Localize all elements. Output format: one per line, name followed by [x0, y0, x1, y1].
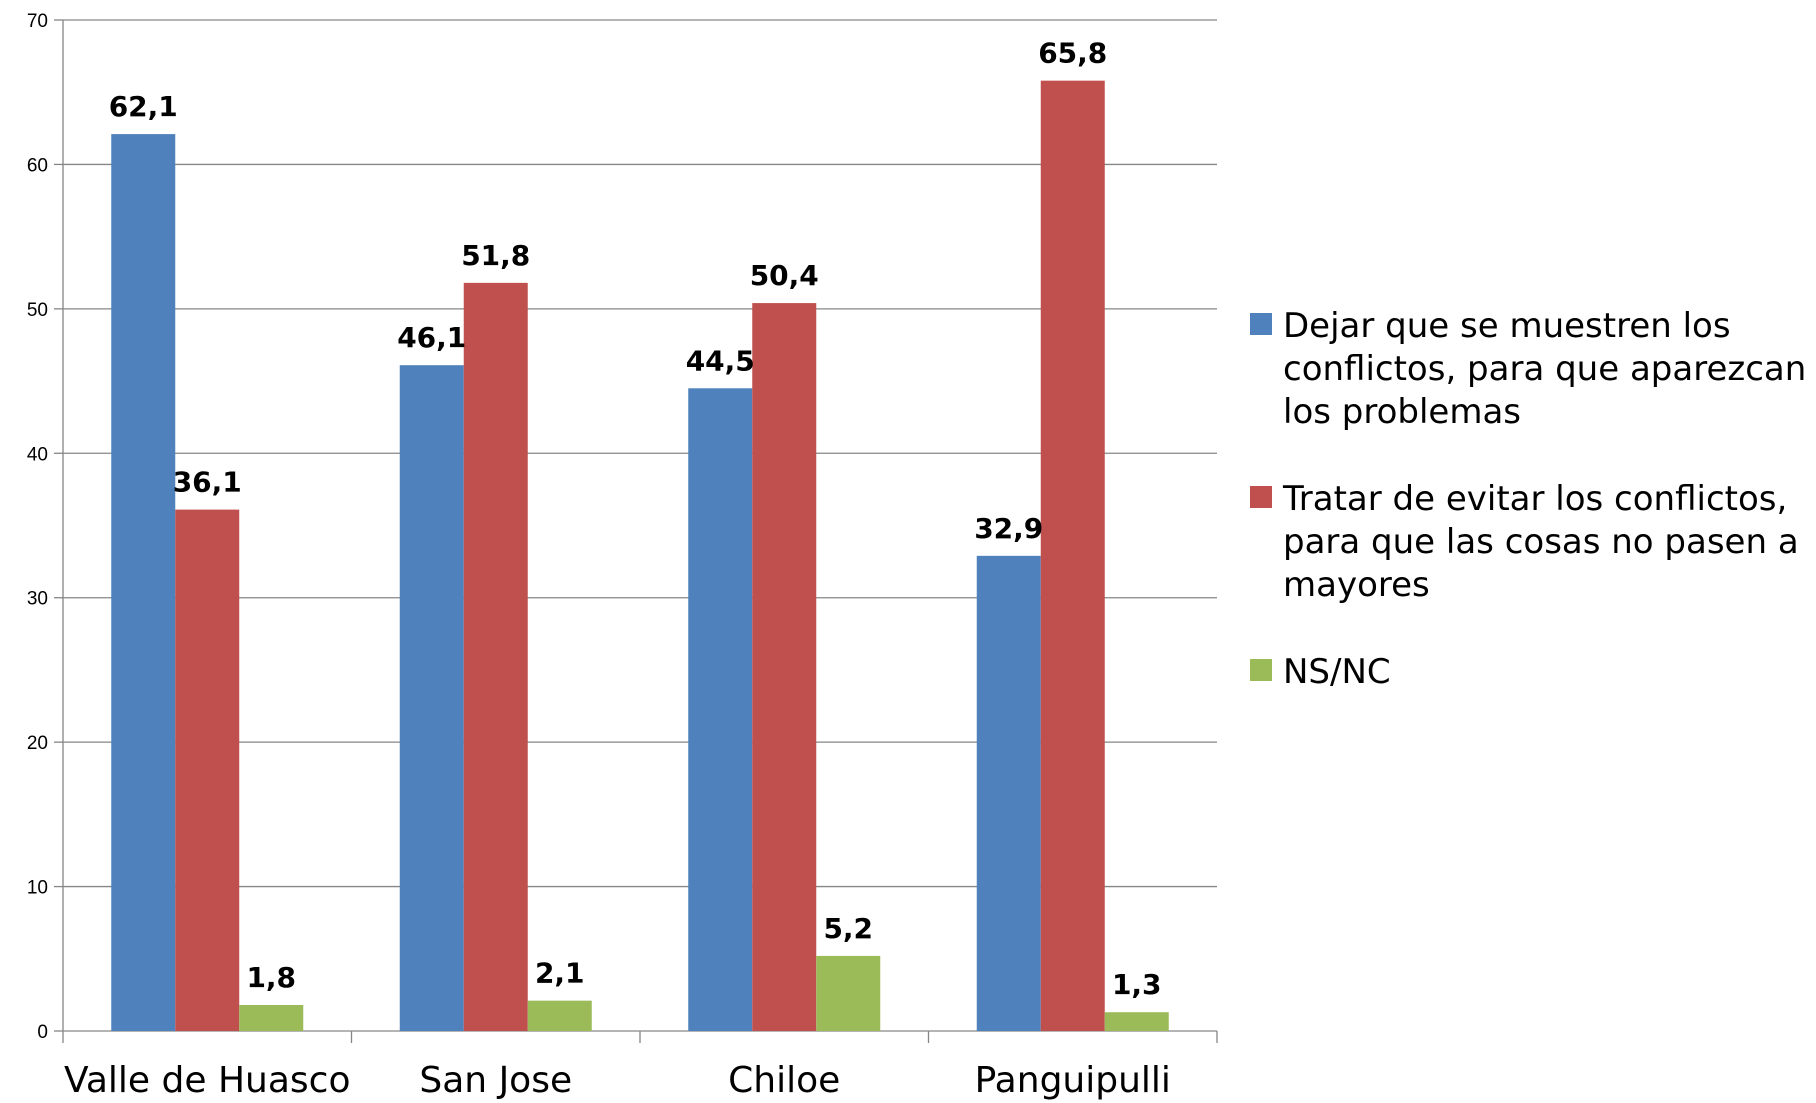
data-label: 51,8	[461, 239, 530, 272]
y-tick-label: 10	[27, 878, 48, 899]
data-label: 1,8	[246, 961, 296, 994]
data-label: 5,2	[823, 912, 873, 945]
bar	[1040, 80, 1105, 1031]
gridlines	[63, 19, 1217, 888]
x-axis-labels: Valle de Huasco San Jose Chiloe Panguipulli	[64, 1060, 1171, 1101]
bar	[463, 282, 528, 1031]
legend-swatch	[1250, 486, 1272, 508]
x-tick-label: Valle de Huasco	[64, 1060, 350, 1101]
bar	[111, 134, 176, 1031]
legend-label: Tratar de evitar los conflictos,	[1282, 479, 1787, 519]
data-label: 2,1	[535, 957, 585, 990]
data-label: 1,3	[1112, 968, 1162, 1001]
data-label: 50,4	[750, 259, 819, 292]
bars	[111, 80, 1169, 1032]
legend-swatch	[1250, 659, 1272, 681]
data-label: 65,8	[1038, 37, 1107, 70]
bar	[239, 1005, 304, 1031]
legend-swatch	[1250, 313, 1272, 335]
data-labels: 62,1 36,1 1,8 46,1 51,8 2,1 44,5 50,4 5,2 32,9 65,…	[109, 37, 1162, 1002]
y-tick-label: 30	[27, 589, 48, 610]
legend-label: para que las cosas no pasen a	[1283, 522, 1799, 562]
bar	[752, 303, 817, 1032]
data-label: 62,1	[109, 90, 178, 123]
y-tick-label: 60	[27, 155, 48, 176]
legend-label: NS/NC	[1283, 652, 1391, 692]
y-tick-label: 50	[27, 300, 48, 321]
data-label: 44,5	[686, 344, 755, 377]
y-axis-ticks: 0 10 20 30 40 50 60 70	[27, 11, 63, 1043]
data-label: 32,9	[974, 512, 1043, 545]
bar	[1104, 1012, 1169, 1031]
legend-label: conflictos, para que aparezcan	[1283, 349, 1806, 389]
data-label: 46,1	[397, 321, 466, 354]
y-tick-label: 20	[27, 733, 48, 754]
x-tick-label: Chiloe	[728, 1060, 840, 1101]
bar	[175, 509, 240, 1031]
bar	[399, 365, 464, 1031]
y-tick-label: 40	[27, 444, 48, 465]
y-tick-label: 70	[27, 11, 48, 32]
legend-label: los problemas	[1283, 392, 1521, 432]
bar	[527, 1000, 592, 1031]
legend-label: Dejar que se muestren los	[1283, 306, 1731, 346]
bar	[816, 955, 881, 1031]
x-tick-label: San Jose	[419, 1060, 572, 1101]
data-label: 36,1	[173, 466, 242, 499]
y-tick-label: 0	[37, 1022, 48, 1043]
bar	[976, 555, 1041, 1031]
legend-label: mayores	[1283, 565, 1430, 605]
x-tick-label: Panguipulli	[975, 1060, 1171, 1101]
bar	[688, 388, 753, 1031]
